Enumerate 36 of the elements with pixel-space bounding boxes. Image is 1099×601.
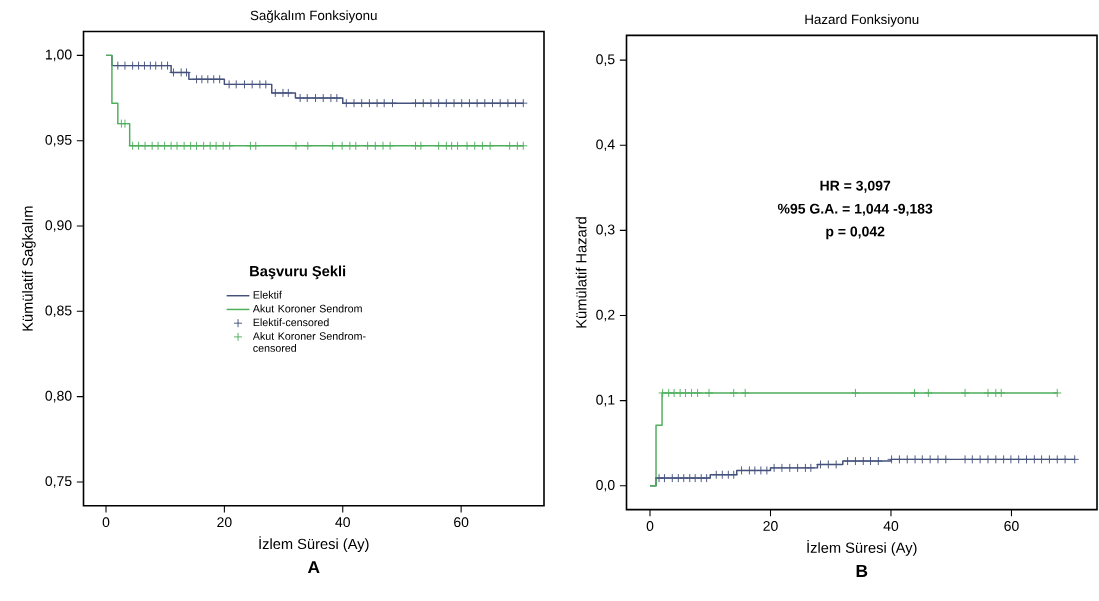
x-tick-label: 20	[763, 520, 778, 531]
annotation: p = 0,042	[826, 226, 885, 240]
legend-label: Akut Koroner Sendrom	[252, 304, 362, 313]
x-tick-label: 60	[1004, 520, 1019, 531]
x-tick-label: 0	[646, 520, 654, 531]
x-tick-label: 60	[454, 517, 469, 528]
annotation: %95 G.A. = 1,044 -9,183	[777, 203, 933, 216]
y-tick-label: 0,75	[45, 476, 72, 488]
y-tick-label: 0,1	[596, 394, 615, 407]
y-axis-title: Kümülatif Hazard	[575, 217, 587, 328]
legend-label: Elektif	[253, 290, 282, 299]
x-tick-label: 20	[217, 517, 232, 528]
y-tick-label: 0,95	[45, 134, 72, 147]
x-tick-label: 40	[883, 520, 899, 531]
x-axis-title: İzlem Süresi (Ay)	[807, 540, 917, 556]
y-tick-label: 0,85	[45, 305, 72, 318]
y-tick-label: 0,5	[596, 54, 615, 66]
y-tick-label: 0,0	[596, 479, 615, 492]
y-tick-label: 0,90	[45, 220, 72, 232]
y-tick-label: 1,00	[45, 49, 72, 62]
y-tick-label: 0,2	[596, 309, 615, 322]
y-axis-title: Kümülatif Sağkalım	[21, 206, 36, 331]
y-tick-label: 0,3	[596, 224, 615, 237]
chart-title: Hazard Fonksiyonu	[805, 14, 919, 27]
legend-label: Elektif-censored	[253, 318, 329, 327]
y-tick-label: 0,4	[596, 139, 615, 152]
annotation: HR = 3,097	[820, 180, 891, 193]
x-axis-title: İzlem Süresi (Ay)	[259, 536, 369, 552]
x-tick-label: 40	[335, 517, 350, 528]
y-tick-label: 0,80	[45, 390, 72, 403]
text: A	[307, 561, 320, 574]
chart-title: Sağkalım Fonksiyonu	[250, 10, 377, 23]
x-tick-label: 0	[102, 517, 110, 528]
legend-label: Akut Koroner Sendrom-censored	[252, 332, 366, 352]
text: B	[856, 564, 868, 577]
legend-title: Başvuru Şekli	[250, 265, 346, 280]
